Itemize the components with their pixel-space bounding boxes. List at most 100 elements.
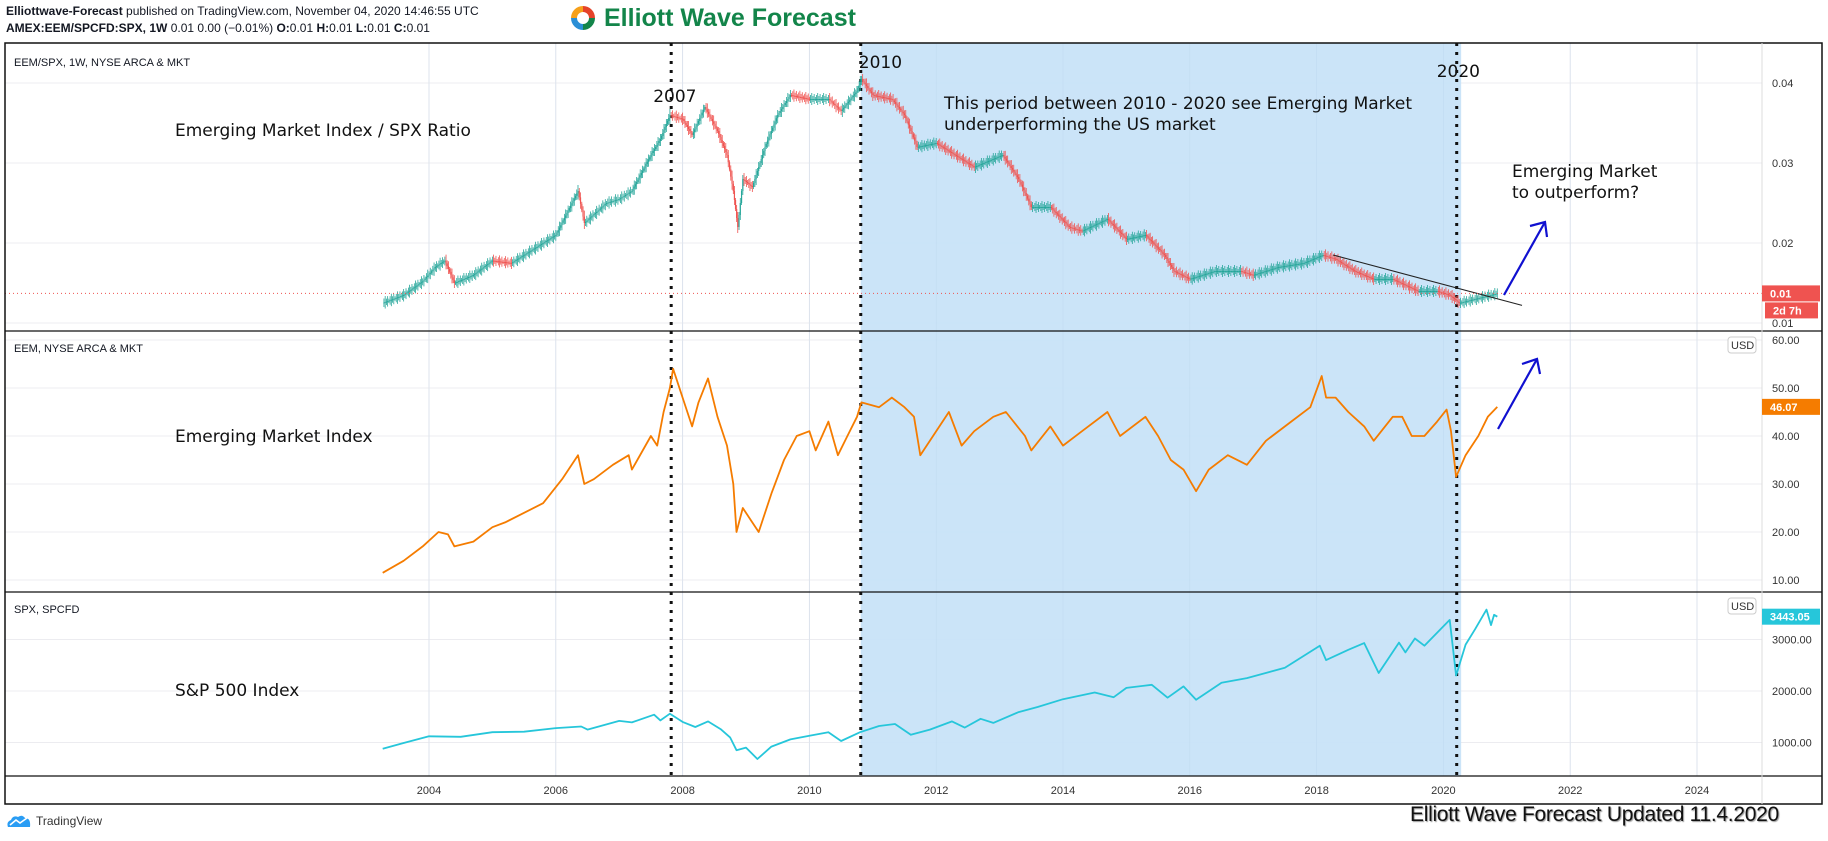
ratio-candle — [986, 161, 988, 163]
ratio-candle — [498, 261, 501, 263]
ratio-candle — [920, 146, 922, 148]
ratio-candle — [1052, 208, 1054, 210]
ratio-candle — [1396, 280, 1399, 282]
ratio-candle — [933, 143, 935, 145]
ratio-candle — [522, 255, 525, 257]
pane-title-ratio: EEM/SPX, 1W, NYSE ARCA & MKT — [14, 57, 190, 69]
ratio-candle — [1202, 274, 1204, 276]
ratio-candle — [1303, 263, 1305, 264]
period-note-line1: This period between 2010 - 2020 see Emer… — [943, 94, 1412, 114]
ratio-candle — [1031, 207, 1034, 208]
ratio-candle — [1028, 198, 1030, 202]
ratio-candle — [475, 273, 477, 275]
ratio-candle — [531, 250, 533, 252]
ratio-candle — [835, 105, 837, 107]
ratio-candle — [993, 158, 996, 160]
ratio-candle — [454, 282, 457, 284]
ratio-candle — [832, 102, 835, 104]
ratio-candle — [638, 177, 640, 180]
ratio-candle — [1200, 275, 1202, 277]
ratio-candle — [1128, 238, 1130, 240]
ratio-candle — [1287, 265, 1289, 267]
ratio-candle — [1304, 262, 1306, 264]
ratio-candle — [649, 157, 651, 160]
ratio-candle — [1025, 193, 1027, 196]
ratio-candle — [1264, 271, 1266, 273]
y-tick-label: 50.00 — [1772, 383, 1800, 395]
ratio-candle — [428, 274, 430, 276]
ratio-candle — [1153, 242, 1155, 244]
ratio-candle — [1005, 158, 1008, 161]
ratio-candle — [1192, 277, 1195, 279]
ratio-candle — [978, 165, 980, 166]
ratio-candle — [1065, 222, 1067, 224]
ratio-candle — [840, 109, 842, 111]
ratio-candle — [584, 221, 587, 223]
currency-badge[interactable]: USD — [1727, 597, 1757, 615]
ratio-candle — [1009, 164, 1011, 167]
ratio-candle — [760, 159, 762, 163]
ratio-candle — [525, 253, 527, 255]
ratio-candle — [583, 216, 585, 223]
ratio-candle — [869, 89, 871, 92]
ratio-candle — [1062, 219, 1064, 221]
author[interactable]: Elliottwave-Forecast — [6, 4, 123, 18]
ratio-candle — [1351, 268, 1353, 270]
ratio-candle — [844, 106, 846, 108]
ratio-candle — [954, 154, 956, 156]
ratio-candle — [868, 87, 870, 90]
ratio-candle — [389, 300, 391, 302]
ratio-candle — [662, 133, 664, 136]
ratio-candle — [506, 262, 508, 264]
ratio-candle — [528, 251, 531, 253]
ratio-candle — [855, 92, 857, 95]
currency-badge[interactable]: USD — [1727, 336, 1757, 354]
up-arrow-icon — [1497, 357, 1542, 430]
ratio-candle — [468, 277, 470, 278]
ratio-candle — [652, 151, 654, 153]
ratio-candle — [1056, 213, 1059, 215]
ratio-candle — [1173, 269, 1175, 271]
ratio-candle — [743, 179, 745, 180]
ratio-candle — [1040, 207, 1042, 208]
ratio-candle — [453, 280, 455, 283]
ratio-candle — [1044, 207, 1047, 208]
ratio-candle — [1112, 224, 1114, 226]
ratio-candle — [678, 117, 680, 119]
last-price-tag-ratio: 0.01 — [1770, 288, 1791, 300]
ratio-candle — [740, 191, 743, 203]
ratio-candle — [1492, 294, 1495, 296]
ratio-candle — [1324, 255, 1327, 257]
ratio-candle — [1367, 276, 1369, 277]
ratio-candle — [489, 262, 491, 264]
ratio-candle — [818, 99, 820, 100]
ratio-candle — [671, 115, 674, 117]
ratio-candle — [1339, 261, 1341, 263]
ratio-candle — [1321, 255, 1323, 257]
ratio-candle — [532, 249, 534, 251]
ratio-candle — [466, 277, 469, 279]
ratio-candle — [727, 155, 729, 163]
ratio-candle — [686, 125, 688, 127]
ratio-candle — [940, 145, 942, 147]
ratio-candle — [1350, 268, 1352, 269]
ratio-candle — [527, 252, 529, 254]
ratio-candle — [1208, 272, 1210, 274]
ratio-candle — [1214, 271, 1216, 272]
ratio-candle — [979, 164, 981, 166]
tradingview-brand[interactable]: TradingView — [6, 814, 102, 828]
ratio-candle — [519, 257, 521, 259]
ratio-candle — [1223, 271, 1225, 272]
ratio-candle — [479, 269, 482, 271]
ratio-candle — [738, 215, 740, 227]
ratio-candle — [1198, 275, 1201, 277]
ratio-candle — [647, 159, 650, 162]
ratio-candle — [1490, 294, 1492, 296]
ratio-candle — [422, 281, 424, 283]
ratio-candle — [653, 149, 656, 151]
ratio-candle — [385, 301, 388, 303]
ratio-candle — [884, 97, 886, 99]
ratio-candle — [984, 162, 986, 164]
ratio-candle — [773, 124, 775, 128]
